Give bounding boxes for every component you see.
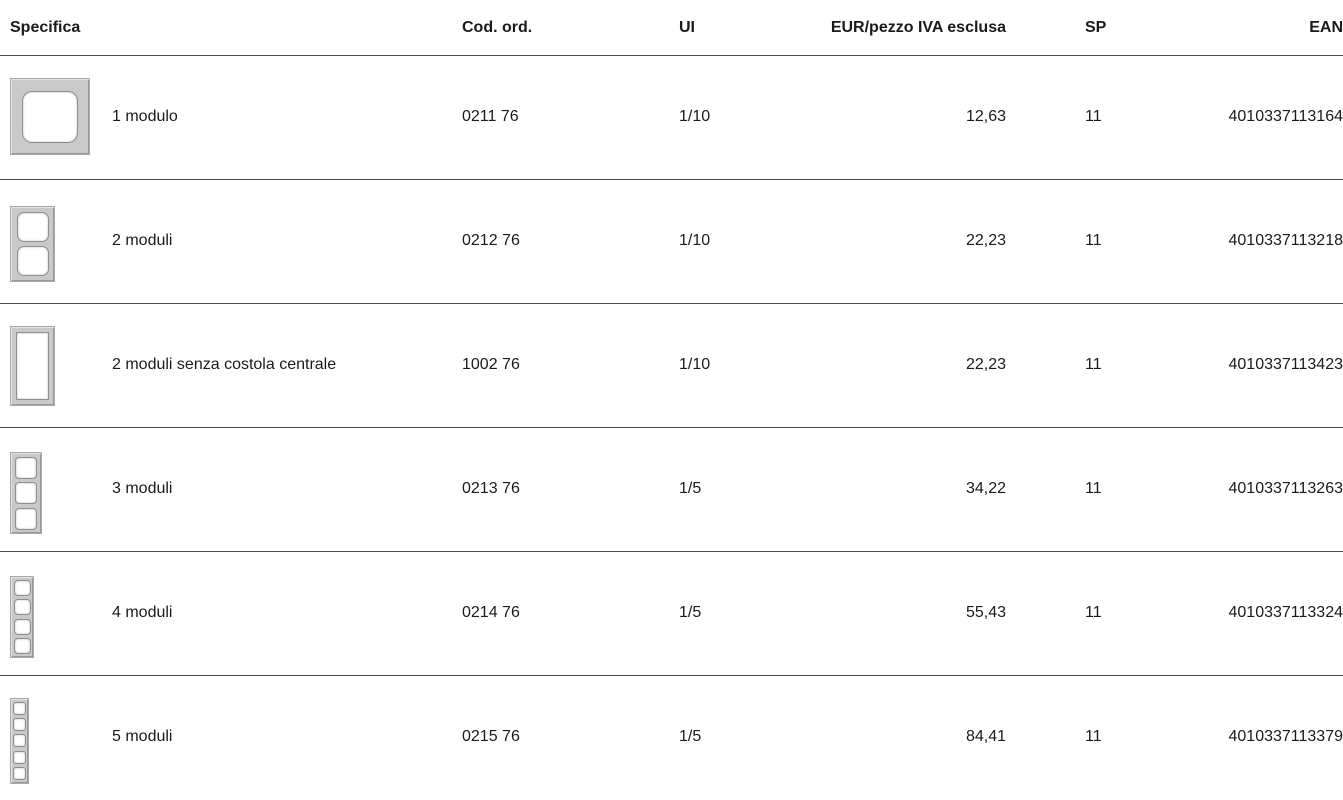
- row-order-code: 0215 76: [462, 727, 520, 747]
- row-ean: 4010337113423: [1229, 355, 1343, 375]
- table-row: 1 modulo 0211 76 1/10 12,63 11 401033711…: [0, 56, 1343, 180]
- row-ui: 1/10: [679, 107, 710, 127]
- row-spec: 3 moduli: [112, 479, 172, 499]
- row-sp: 11: [1085, 355, 1102, 375]
- row-order-code: 1002 76: [462, 355, 520, 375]
- row-spec: 5 moduli: [112, 727, 172, 747]
- row-spec: 1 modulo: [112, 107, 178, 127]
- header-ean: EAN: [1309, 18, 1343, 38]
- row-price: 34,22: [966, 479, 1006, 499]
- header-spec: Specifica: [10, 18, 80, 38]
- row-ui: 1/5: [679, 603, 701, 623]
- table-header: Specifica Cod. ord. UI EUR/pezzo IVA esc…: [0, 0, 1343, 56]
- row-order-code: 0212 76: [462, 231, 520, 251]
- row-ui: 1/10: [679, 355, 710, 375]
- row-sp: 11: [1085, 727, 1102, 747]
- row-order-code: 0214 76: [462, 603, 520, 623]
- row-price: 55,43: [966, 603, 1006, 623]
- table-row: 2 moduli senza costola centrale 1002 76 …: [0, 304, 1343, 428]
- row-order-code: 0213 76: [462, 479, 520, 499]
- row-spec: 4 moduli: [112, 603, 172, 623]
- row-spec: 2 moduli senza costola centrale: [112, 355, 336, 375]
- row-ean: 4010337113324: [1229, 603, 1343, 623]
- row-price: 84,41: [966, 727, 1006, 747]
- row-ui: 1/10: [679, 231, 710, 251]
- row-ui: 1/5: [679, 727, 701, 747]
- header-order-code: Cod. ord.: [462, 18, 532, 38]
- row-ean: 4010337113218: [1229, 231, 1343, 251]
- row-ui: 1/5: [679, 479, 701, 499]
- row-price: 12,63: [966, 107, 1006, 127]
- frame-4-module-icon: [10, 576, 34, 658]
- row-order-code: 0211 76: [462, 107, 519, 127]
- row-ean: 4010337113164: [1229, 107, 1343, 127]
- row-sp: 11: [1085, 479, 1102, 499]
- frame-1-module-icon: [10, 78, 90, 155]
- table-row: 2 moduli 0212 76 1/10 22,23 11 401033711…: [0, 180, 1343, 304]
- frame-2-module-no-rib-icon: [10, 326, 55, 406]
- row-price: 22,23: [966, 231, 1006, 251]
- frame-3-module-icon: [10, 452, 42, 534]
- frame-2-module-icon: [10, 206, 55, 282]
- row-sp: 11: [1085, 603, 1102, 623]
- row-ean: 4010337113379: [1229, 727, 1343, 747]
- row-sp: 11: [1085, 107, 1102, 127]
- header-ui: UI: [679, 18, 695, 38]
- row-spec: 2 moduli: [112, 231, 172, 251]
- row-price: 22,23: [966, 355, 1006, 375]
- table-row: 5 moduli 0215 76 1/5 84,41 11 4010337113…: [0, 676, 1343, 800]
- table-body: 1 modulo 0211 76 1/10 12,63 11 401033711…: [0, 56, 1343, 800]
- frame-5-module-icon: [10, 698, 29, 784]
- header-sp: SP: [1085, 18, 1106, 38]
- table-row: 3 moduli 0213 76 1/5 34,22 11 4010337113…: [0, 428, 1343, 552]
- table-row: 4 moduli 0214 76 1/5 55,43 11 4010337113…: [0, 552, 1343, 676]
- header-price: EUR/pezzo IVA esclusa: [831, 18, 1006, 38]
- row-sp: 11: [1085, 231, 1102, 251]
- row-ean: 4010337113263: [1229, 479, 1343, 499]
